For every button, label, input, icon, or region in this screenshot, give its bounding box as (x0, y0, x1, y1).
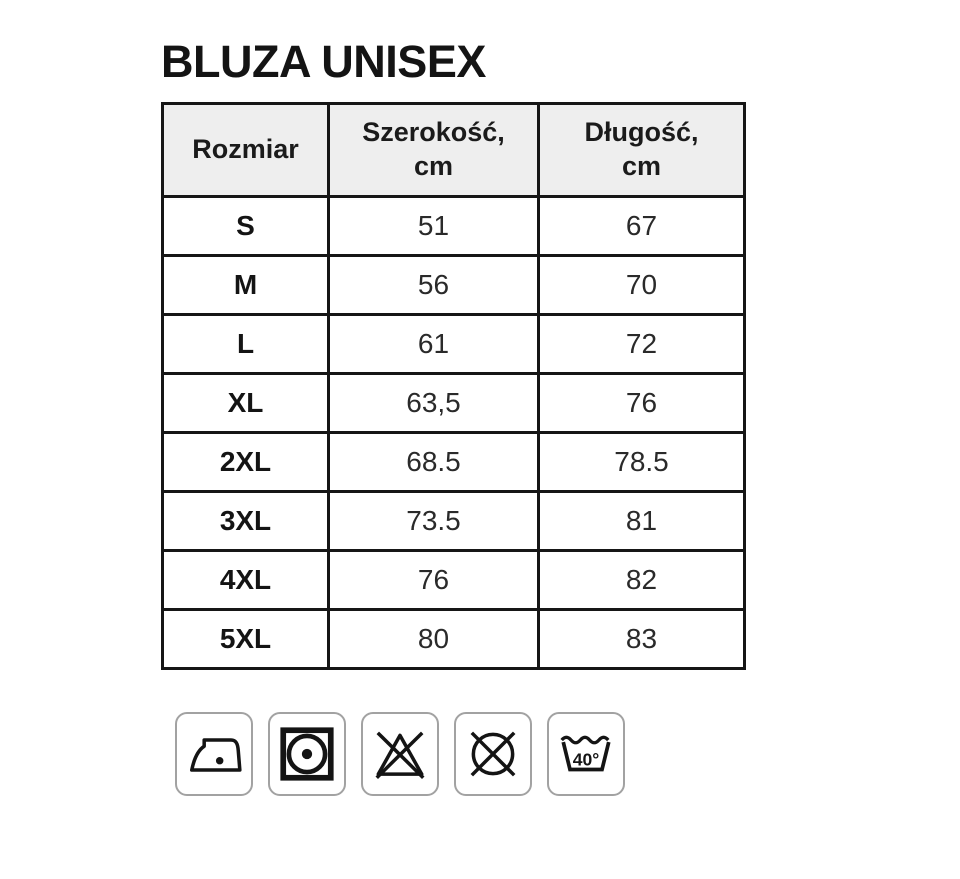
care-icons-row: 40° (175, 712, 625, 796)
care-symbol-tumble-dry (268, 712, 346, 796)
size-cell: 2XL (161, 431, 330, 493)
care-symbol-do-not-dry-clean (454, 712, 532, 796)
do-not-bleach-icon (375, 731, 425, 780)
size-table: Rozmiar Szerokość, cm Długość, cm S 51 6… (161, 102, 746, 670)
width-cell: 61 (327, 313, 540, 375)
table-row: 3XL 73.5 81 (161, 490, 746, 552)
width-cell: 68.5 (327, 431, 540, 493)
column-header-szerokosc: Szerokość, cm (327, 102, 540, 198)
size-cell: S (161, 195, 330, 257)
length-cell: 67 (537, 195, 746, 257)
size-cell: M (161, 254, 330, 316)
width-cell: 80 (327, 608, 540, 670)
size-cell: XL (161, 372, 330, 434)
table-row: 5XL 80 83 (161, 608, 746, 670)
column-header-dlugosc: Długość, cm (537, 102, 746, 198)
table-row: L 61 72 (161, 313, 746, 375)
size-cell: 5XL (161, 608, 330, 670)
care-symbol-wash-40: 40° (547, 712, 625, 796)
wash-40-icon: 40° (560, 735, 611, 772)
width-cell: 51 (327, 195, 540, 257)
table-header-row: Rozmiar Szerokość, cm Długość, cm (161, 102, 746, 198)
length-cell: 72 (537, 313, 746, 375)
length-cell: 82 (537, 549, 746, 611)
table-row: S 51 67 (161, 195, 746, 257)
column-header-rozmiar: Rozmiar (161, 102, 330, 198)
table-row: 4XL 76 82 (161, 549, 746, 611)
page-title: BLUZA UNISEX (161, 36, 486, 87)
care-symbol-do-not-bleach (361, 712, 439, 796)
care-symbol-iron (175, 712, 253, 796)
length-cell: 81 (537, 490, 746, 552)
width-cell: 76 (327, 549, 540, 611)
table-row: XL 63,5 76 (161, 372, 746, 434)
length-cell: 70 (537, 254, 746, 316)
table-row: M 56 70 (161, 254, 746, 316)
wash-temperature-label: 40° (573, 749, 600, 769)
tumble-dry-low-heat-icon (280, 727, 334, 781)
size-cell: L (161, 313, 330, 375)
length-cell: 83 (537, 608, 746, 670)
length-cell: 76 (537, 372, 746, 434)
length-cell: 78.5 (537, 431, 746, 493)
size-cell: 4XL (161, 549, 330, 611)
size-cell: 3XL (161, 490, 330, 552)
do-not-dry-clean-icon (470, 731, 516, 777)
width-cell: 56 (327, 254, 540, 316)
width-cell: 63,5 (327, 372, 540, 434)
iron-low-heat-icon (190, 738, 242, 772)
table-row: 2XL 68.5 78.5 (161, 431, 746, 493)
width-cell: 73.5 (327, 490, 540, 552)
